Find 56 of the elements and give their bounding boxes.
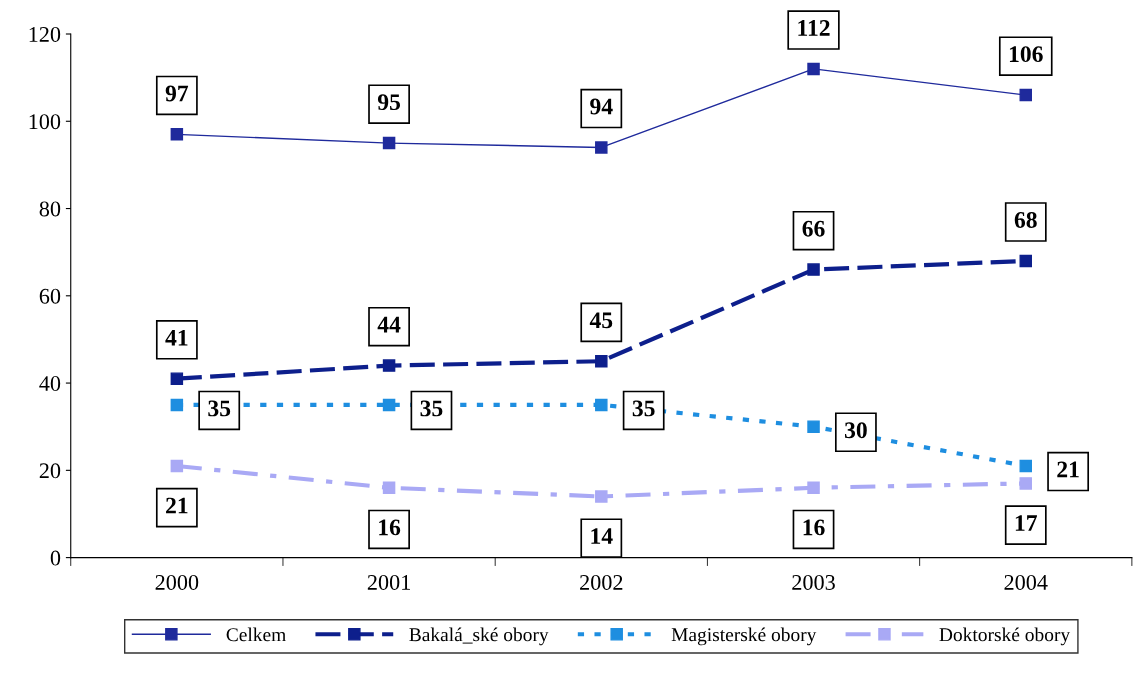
point xyxy=(382,398,396,412)
x-tick-label: 2001 xyxy=(367,574,410,590)
legend-label: Celkem xyxy=(226,627,286,642)
point xyxy=(807,263,820,276)
point xyxy=(595,398,608,412)
legend-label: Bakalá_ské obory xyxy=(409,627,549,646)
x-tick-label: 2000 xyxy=(155,574,199,590)
x-tick-label: 2003 xyxy=(792,574,835,590)
x-tick-label: 2002 xyxy=(580,574,623,590)
data-label: 30 xyxy=(844,422,867,439)
data-label: 16 xyxy=(803,519,825,536)
x-tick-label: 2004 xyxy=(1004,574,1048,590)
data-label: 35 xyxy=(420,400,443,417)
data-label: 112 xyxy=(798,20,830,36)
data-label: 35 xyxy=(632,400,655,417)
y-tick-label: 80 xyxy=(39,201,61,217)
point xyxy=(382,359,396,372)
point xyxy=(595,354,608,368)
point xyxy=(170,459,184,473)
y-tick-label: 40 xyxy=(39,376,61,391)
point xyxy=(170,398,184,412)
data-label: 21 xyxy=(166,497,188,514)
data-label: 21 xyxy=(1057,461,1079,478)
data-label: 66 xyxy=(802,220,825,237)
point xyxy=(807,481,820,495)
y-tick-label: 120 xyxy=(29,26,61,42)
point xyxy=(170,372,184,385)
data-label: 17 xyxy=(1015,515,1037,531)
point xyxy=(170,128,184,141)
data-label: 45 xyxy=(589,312,613,329)
point xyxy=(1019,477,1033,490)
data-label: 41 xyxy=(165,329,188,346)
point xyxy=(807,420,820,433)
data-label: 44 xyxy=(377,316,401,333)
point xyxy=(595,141,608,154)
data-label: 95 xyxy=(377,94,401,111)
point xyxy=(382,136,396,150)
point xyxy=(807,62,820,76)
y-tick-label: 100 xyxy=(29,114,61,130)
point xyxy=(382,481,396,495)
point xyxy=(1019,459,1033,473)
data-label: 68 xyxy=(1014,211,1037,228)
data-label: 97 xyxy=(165,85,189,102)
legend-label: Magisterské obory xyxy=(671,627,817,646)
point xyxy=(1019,88,1033,102)
data-label: 16 xyxy=(379,519,401,536)
data-label: 106 xyxy=(1009,46,1043,63)
point xyxy=(595,490,608,503)
data-label: 35 xyxy=(208,400,231,417)
legend-label: Doktorské obory xyxy=(939,627,1071,646)
point xyxy=(1019,254,1033,268)
data-label: 94 xyxy=(590,98,613,115)
data-label: 14 xyxy=(591,528,613,544)
y-tick-label: 60 xyxy=(39,288,61,304)
y-tick-label: 20 xyxy=(39,463,61,479)
y-tick-label: 0 xyxy=(50,550,61,566)
